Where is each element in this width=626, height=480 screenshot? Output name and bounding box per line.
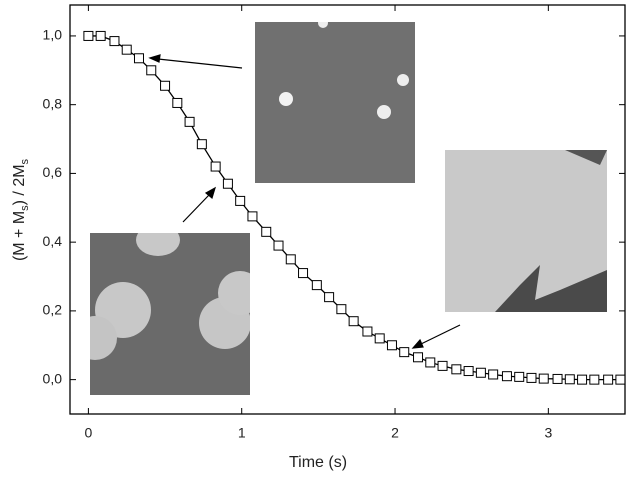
y-tick-label: 0,8 bbox=[43, 95, 63, 111]
data-point bbox=[247, 211, 258, 222]
data-point bbox=[210, 161, 221, 172]
data-point bbox=[235, 195, 246, 206]
data-point bbox=[298, 268, 309, 279]
data-point bbox=[413, 352, 424, 363]
data-point bbox=[261, 226, 272, 237]
data-point bbox=[399, 347, 410, 358]
data-point bbox=[273, 240, 284, 251]
y-label-part: ) / 2M bbox=[11, 164, 28, 205]
y-label-part: (M + M bbox=[11, 211, 28, 261]
data-point bbox=[501, 371, 512, 382]
data-point bbox=[172, 97, 183, 108]
data-point bbox=[121, 44, 132, 55]
data-point bbox=[463, 366, 474, 377]
inset-image-1 bbox=[255, 22, 415, 183]
x-tick-label: 1 bbox=[238, 425, 246, 441]
data-point bbox=[362, 326, 373, 337]
x-tick-label: 0 bbox=[84, 425, 92, 441]
data-point bbox=[589, 374, 600, 385]
inset-image-3 bbox=[445, 150, 607, 312]
data-point bbox=[437, 360, 448, 371]
arrows bbox=[148, 54, 461, 349]
data-point bbox=[603, 374, 614, 385]
data-point bbox=[425, 357, 436, 368]
x-axis-label: Time (s) bbox=[289, 454, 347, 471]
data-point bbox=[222, 178, 233, 189]
y-label-sub: s bbox=[19, 158, 31, 164]
data-point bbox=[336, 304, 347, 315]
data-point bbox=[196, 139, 207, 150]
data-point bbox=[133, 53, 144, 64]
data-point bbox=[109, 36, 120, 47]
y-tick-label: 1,0 bbox=[43, 27, 63, 43]
data-point bbox=[146, 65, 157, 76]
data-point bbox=[451, 364, 462, 375]
data-point bbox=[311, 280, 322, 291]
data-point bbox=[475, 367, 486, 378]
y-tick-label: 0,0 bbox=[43, 370, 63, 386]
data-point bbox=[184, 116, 195, 127]
y-label-sub: s bbox=[19, 205, 31, 211]
data-point bbox=[488, 369, 499, 380]
data-point bbox=[324, 292, 335, 303]
data-point bbox=[615, 374, 626, 385]
data-point bbox=[552, 373, 563, 384]
y-tick-label: 0,6 bbox=[43, 164, 63, 180]
data-point bbox=[285, 254, 296, 265]
inset-image-2 bbox=[90, 233, 250, 395]
x-tick-label: 2 bbox=[391, 425, 399, 441]
y-tick-label: 0,4 bbox=[43, 233, 63, 249]
data-point bbox=[386, 340, 397, 351]
data-point bbox=[374, 333, 385, 344]
data-point bbox=[538, 373, 549, 384]
data-point bbox=[577, 374, 588, 385]
data-point bbox=[160, 80, 171, 91]
data-point bbox=[564, 374, 575, 385]
y-axis-label: (M + Ms) / 2Ms bbox=[11, 158, 31, 261]
data-point bbox=[348, 316, 359, 327]
data-point bbox=[83, 30, 94, 41]
y-tick-label: 0,2 bbox=[43, 302, 63, 318]
data-point bbox=[526, 372, 537, 383]
x-tick-label: 3 bbox=[544, 425, 552, 441]
data-point bbox=[514, 371, 525, 382]
plot-frame bbox=[69, 4, 626, 415]
data-point bbox=[95, 30, 106, 41]
